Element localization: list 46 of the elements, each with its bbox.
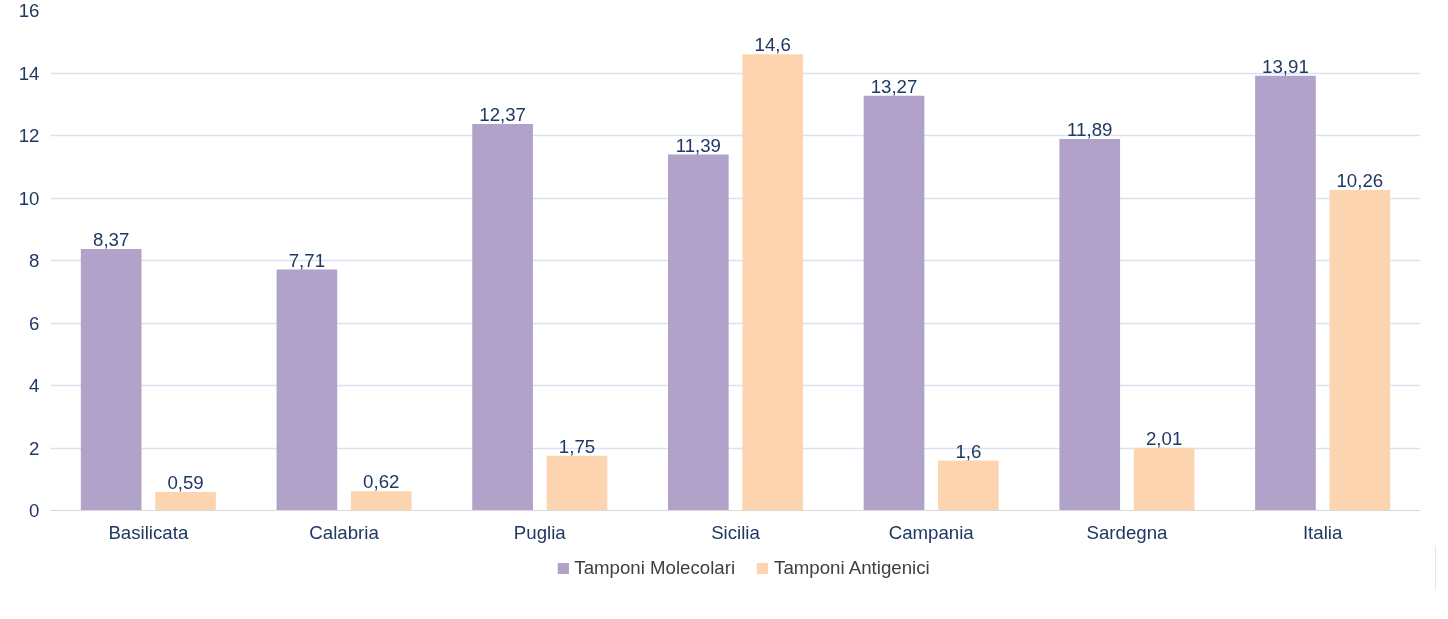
data-label: 10,26 xyxy=(1336,169,1384,191)
x-tick-label: Campania xyxy=(888,521,975,543)
bar xyxy=(546,455,608,511)
y-tick-label: 10 xyxy=(18,187,40,209)
x-tick-label: Italia xyxy=(1302,521,1343,543)
y-tick-label: 4 xyxy=(29,375,40,396)
y-tick-label: 12 xyxy=(18,125,40,146)
data-label: 7,71 xyxy=(288,249,326,271)
bar xyxy=(472,123,533,511)
y-tick-label: 14 xyxy=(18,62,40,84)
data-label: 0,62 xyxy=(363,471,400,493)
x-tick-label: Sicilia xyxy=(711,521,761,543)
bar xyxy=(1255,75,1316,511)
data-label: 13,91 xyxy=(1262,55,1309,77)
bar xyxy=(742,54,804,511)
data-label: 0,59 xyxy=(167,472,204,494)
bar xyxy=(1329,189,1391,511)
bar xyxy=(863,95,925,511)
bar xyxy=(155,492,216,511)
y-tick-label: 16 xyxy=(18,0,40,21)
y-tick-label: 8 xyxy=(29,250,40,271)
bar xyxy=(667,154,729,511)
data-label: 8,37 xyxy=(93,228,130,250)
data-label: 1,6 xyxy=(955,440,982,462)
legend-label: Tamponi Antigenici xyxy=(774,556,930,579)
data-label: 11,39 xyxy=(675,134,721,156)
x-tick-label: Calabria xyxy=(309,521,380,543)
data-label: 14,6 xyxy=(754,34,791,56)
bar xyxy=(276,269,338,511)
data-label: 12,37 xyxy=(479,103,526,125)
bar xyxy=(350,491,412,511)
bar xyxy=(1059,138,1121,511)
y-tick-label: 6 xyxy=(29,312,40,334)
data-label: 13,27 xyxy=(870,75,918,97)
y-tick-label: 0 xyxy=(29,500,40,521)
data-label: 2,01 xyxy=(1145,427,1183,449)
data-label: 1,75 xyxy=(558,435,596,457)
bar xyxy=(1133,447,1195,511)
bar xyxy=(938,460,999,511)
x-tick-label: Puglia xyxy=(513,521,567,543)
x-tick-label: Basilicata xyxy=(108,521,189,543)
legend-label: Tamponi Molecolari xyxy=(574,556,736,579)
y-tick-label: 2 xyxy=(29,437,40,459)
x-tick-label: Sardegna xyxy=(1086,521,1169,543)
data-label: 11,89 xyxy=(1067,118,1113,140)
bar xyxy=(80,248,142,511)
